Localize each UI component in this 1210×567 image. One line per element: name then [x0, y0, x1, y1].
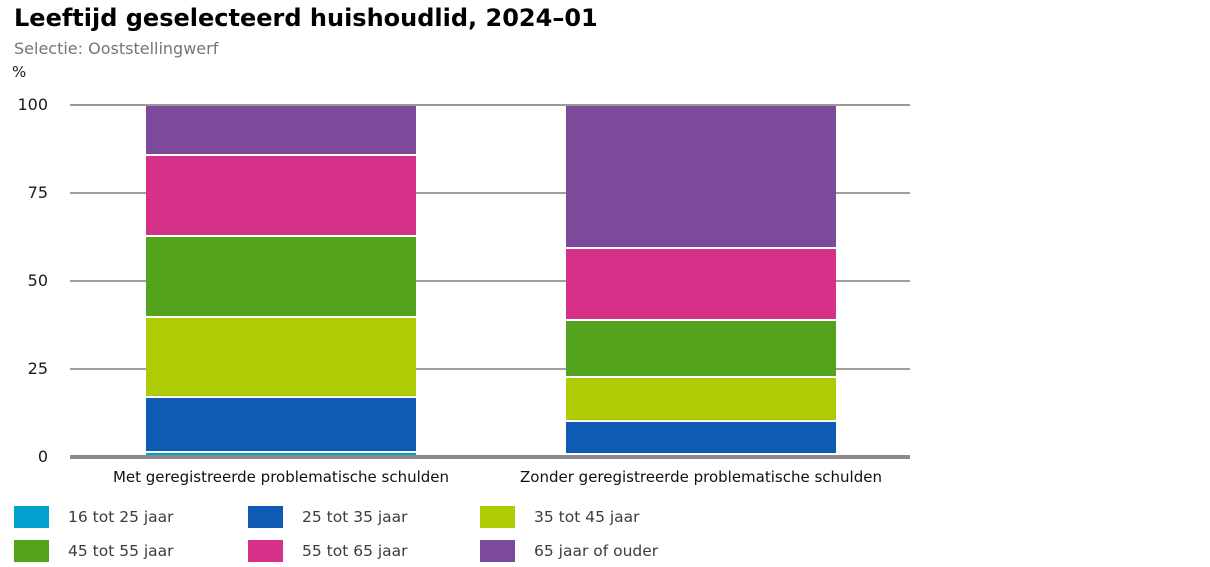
- legend-swatch-icon: [480, 506, 515, 528]
- bar-segment: [146, 154, 416, 236]
- y-tick-label: 100: [17, 95, 48, 114]
- legend-label: 45 tot 55 jaar: [68, 542, 174, 560]
- bar-segment: [566, 246, 836, 319]
- legend-swatch-icon: [248, 540, 283, 562]
- bar-segment: [566, 105, 836, 247]
- gridline-50: [70, 280, 910, 282]
- legend-swatch-icon: [14, 506, 49, 528]
- y-tick-label: 25: [27, 359, 48, 378]
- gridline-75: [70, 192, 910, 194]
- bar-segment: [146, 450, 416, 457]
- legend-label: 35 tot 45 jaar: [534, 508, 640, 526]
- bar-segment: [566, 376, 836, 420]
- gridline-25: [70, 368, 910, 370]
- legend-swatch-icon: [14, 540, 49, 562]
- plot-area: [70, 104, 910, 459]
- legend-label: 65 jaar of ouder: [534, 542, 659, 560]
- y-tick-label: 50: [27, 271, 48, 290]
- legend-label: 16 tot 25 jaar: [68, 508, 174, 526]
- stacked-bar-2: [566, 105, 836, 457]
- bar-segment: [566, 452, 836, 457]
- bar-segment: [146, 316, 416, 397]
- legend-item: 16 tot 25 jaar: [14, 506, 174, 528]
- category-label: Met geregistreerde problematische schuld…: [112, 468, 450, 486]
- bar-segment: [566, 419, 836, 453]
- legend-item: 25 tot 35 jaar: [248, 506, 408, 528]
- bar-segment: [566, 319, 836, 377]
- legend-item: 65 jaar of ouder: [480, 540, 658, 562]
- legend-item: 55 tot 65 jaar: [248, 540, 408, 562]
- y-axis-unit-label: %: [12, 63, 27, 81]
- y-tick-label: 75: [27, 183, 48, 202]
- x-axis-line: [70, 455, 910, 459]
- legend-swatch-icon: [248, 506, 283, 528]
- bar-segment: [146, 235, 416, 317]
- legend-item: 35 tot 45 jaar: [480, 506, 640, 528]
- legend-swatch-icon: [480, 540, 515, 562]
- chart-subtitle: Selectie: Ooststellingwerf: [14, 39, 219, 58]
- legend-label: 55 tot 65 jaar: [302, 542, 408, 560]
- bar-segment: [146, 105, 416, 155]
- legend-label: 25 tot 35 jaar: [302, 508, 408, 526]
- legend-item: 45 tot 55 jaar: [14, 540, 174, 562]
- category-label: Zonder geregistreerde problematische sch…: [520, 468, 882, 486]
- stacked-bar-1: [146, 105, 416, 457]
- gridline-100: [70, 104, 910, 106]
- y-tick-label: 0: [37, 447, 48, 466]
- chart-title: Leeftijd geselecteerd huishoudlid, 2024–…: [14, 4, 598, 32]
- bar-segment: [146, 396, 416, 451]
